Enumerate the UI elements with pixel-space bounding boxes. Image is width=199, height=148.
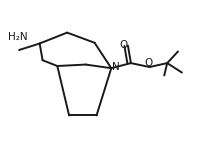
Text: O: O [119, 40, 127, 50]
Text: H₂N: H₂N [8, 32, 28, 42]
Text: N: N [112, 62, 120, 73]
Text: O: O [144, 58, 153, 68]
